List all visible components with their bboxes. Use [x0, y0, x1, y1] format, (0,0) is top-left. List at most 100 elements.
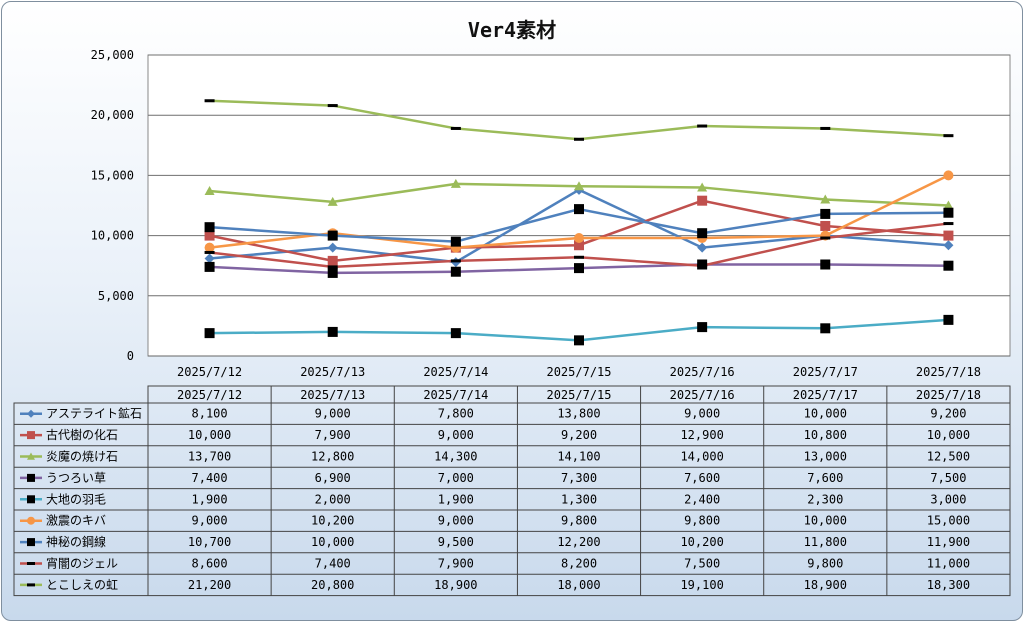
table-value-cell: 9,800 [807, 557, 843, 571]
table-header-cell: 2025/7/16 [670, 388, 735, 402]
data-point [943, 314, 954, 325]
table-value-cell: 8,200 [561, 557, 597, 571]
table-value-cell: 9,200 [561, 428, 597, 442]
data-point [327, 104, 338, 108]
table-value-cell: 9,000 [438, 514, 474, 528]
data-point [204, 253, 215, 264]
table-value-cell: 11,000 [927, 557, 970, 571]
x-tick-label: 2025/7/16 [670, 365, 735, 379]
table-value-cell: 1,300 [561, 492, 597, 506]
y-tick-label: 5,000 [98, 289, 134, 303]
table-header-cell: 2025/7/15 [546, 388, 611, 402]
data-point [697, 124, 708, 128]
table-header-cell: 2025/7/18 [916, 388, 981, 402]
x-tick-label: 2025/7/14 [423, 365, 488, 379]
table-value-cell: 6,900 [315, 471, 351, 485]
table-value-cell: 7,500 [684, 557, 720, 571]
data-point [450, 259, 461, 263]
data-point [450, 328, 461, 339]
table-value-cell: 1,900 [192, 492, 228, 506]
data-point [943, 240, 954, 251]
legend-key-marker [27, 473, 35, 482]
data-point [697, 182, 708, 192]
data-point [450, 236, 461, 247]
table-value-cell: 7,900 [438, 557, 474, 571]
table-value-cell: 9,200 [930, 407, 966, 421]
table-value-cell: 13,000 [804, 450, 847, 464]
data-point [327, 242, 338, 253]
table-value-cell: 7,600 [684, 471, 720, 485]
legend-key-marker [27, 562, 35, 565]
table-value-cell: 8,100 [192, 407, 228, 421]
data-point [574, 181, 584, 191]
data-point [697, 322, 708, 333]
table-value-cell: 2,400 [684, 492, 720, 506]
table-value-cell: 10,000 [188, 428, 231, 442]
data-point [697, 242, 708, 253]
data-point [820, 194, 831, 204]
data-point [204, 230, 215, 241]
data-point [820, 323, 831, 334]
x-tick-label: 2025/7/17 [793, 365, 858, 379]
table-value-cell: 7,800 [438, 407, 474, 421]
legend-label: 大地の羽毛 [46, 492, 106, 506]
chart-title: Ver4素材 [467, 18, 557, 42]
data-point [327, 196, 338, 206]
data-point [574, 204, 584, 215]
table-value-cell: 10,000 [804, 407, 847, 421]
table-value-cell: 18,900 [804, 578, 847, 592]
table-value-cell: 10,000 [804, 514, 847, 528]
table-value-cell: 18,300 [927, 578, 970, 592]
data-point [697, 264, 708, 268]
data-point [697, 195, 708, 206]
data-point [574, 233, 584, 244]
data-point [943, 207, 954, 218]
table-value-cell: 7,400 [315, 557, 351, 571]
table-value-cell: 19,100 [680, 578, 723, 592]
table-value-cell: 2,000 [315, 492, 351, 506]
y-tick-label: 20,000 [91, 108, 134, 122]
table-value-cell: 7,000 [438, 471, 474, 485]
legend-label: 宵闇のジェル [46, 556, 118, 571]
table-value-cell: 8,600 [192, 557, 228, 571]
table-value-cell: 9,000 [315, 407, 351, 421]
y-tick-label: 0 [127, 349, 134, 363]
y-tick-label: 25,000 [91, 48, 134, 62]
table-value-cell: 9,800 [561, 514, 597, 528]
table-value-cell: 7,600 [807, 471, 843, 485]
data-table [13, 402, 1011, 597]
table-value-cell: 18,000 [557, 578, 600, 592]
data-point [697, 228, 708, 239]
table-value-cell: 7,400 [192, 471, 228, 485]
legend-key-marker [27, 516, 35, 525]
data-point [820, 259, 831, 270]
data-point [204, 250, 215, 254]
data-point [450, 178, 461, 188]
table-value-cell: 7,500 [930, 471, 966, 485]
data-point [204, 186, 215, 196]
legend-label: 古代樹の化石 [46, 427, 118, 442]
table-value-cell: 7,300 [561, 471, 597, 485]
data-point [574, 335, 584, 346]
table-value-cell: 11,900 [927, 535, 970, 549]
data-point [943, 260, 954, 271]
table-header-cell: 2025/7/17 [793, 388, 858, 402]
legend-key-marker [27, 538, 35, 547]
data-point [820, 236, 831, 240]
legend-key-marker [27, 495, 35, 504]
data-point [327, 267, 338, 278]
table-value-cell: 12,200 [557, 535, 600, 549]
data-point [574, 137, 584, 141]
table-value-cell: 10,000 [927, 428, 970, 442]
table-value-cell: 18,900 [434, 578, 477, 592]
data-point [574, 255, 584, 259]
data-point [943, 230, 954, 241]
data-point [204, 242, 215, 253]
table-value-cell: 12,500 [927, 450, 970, 464]
table-value-cell: 14,300 [434, 450, 477, 464]
table-header-cell: 2025/7/14 [423, 388, 488, 402]
data-point [327, 255, 338, 266]
data-point [943, 170, 954, 181]
